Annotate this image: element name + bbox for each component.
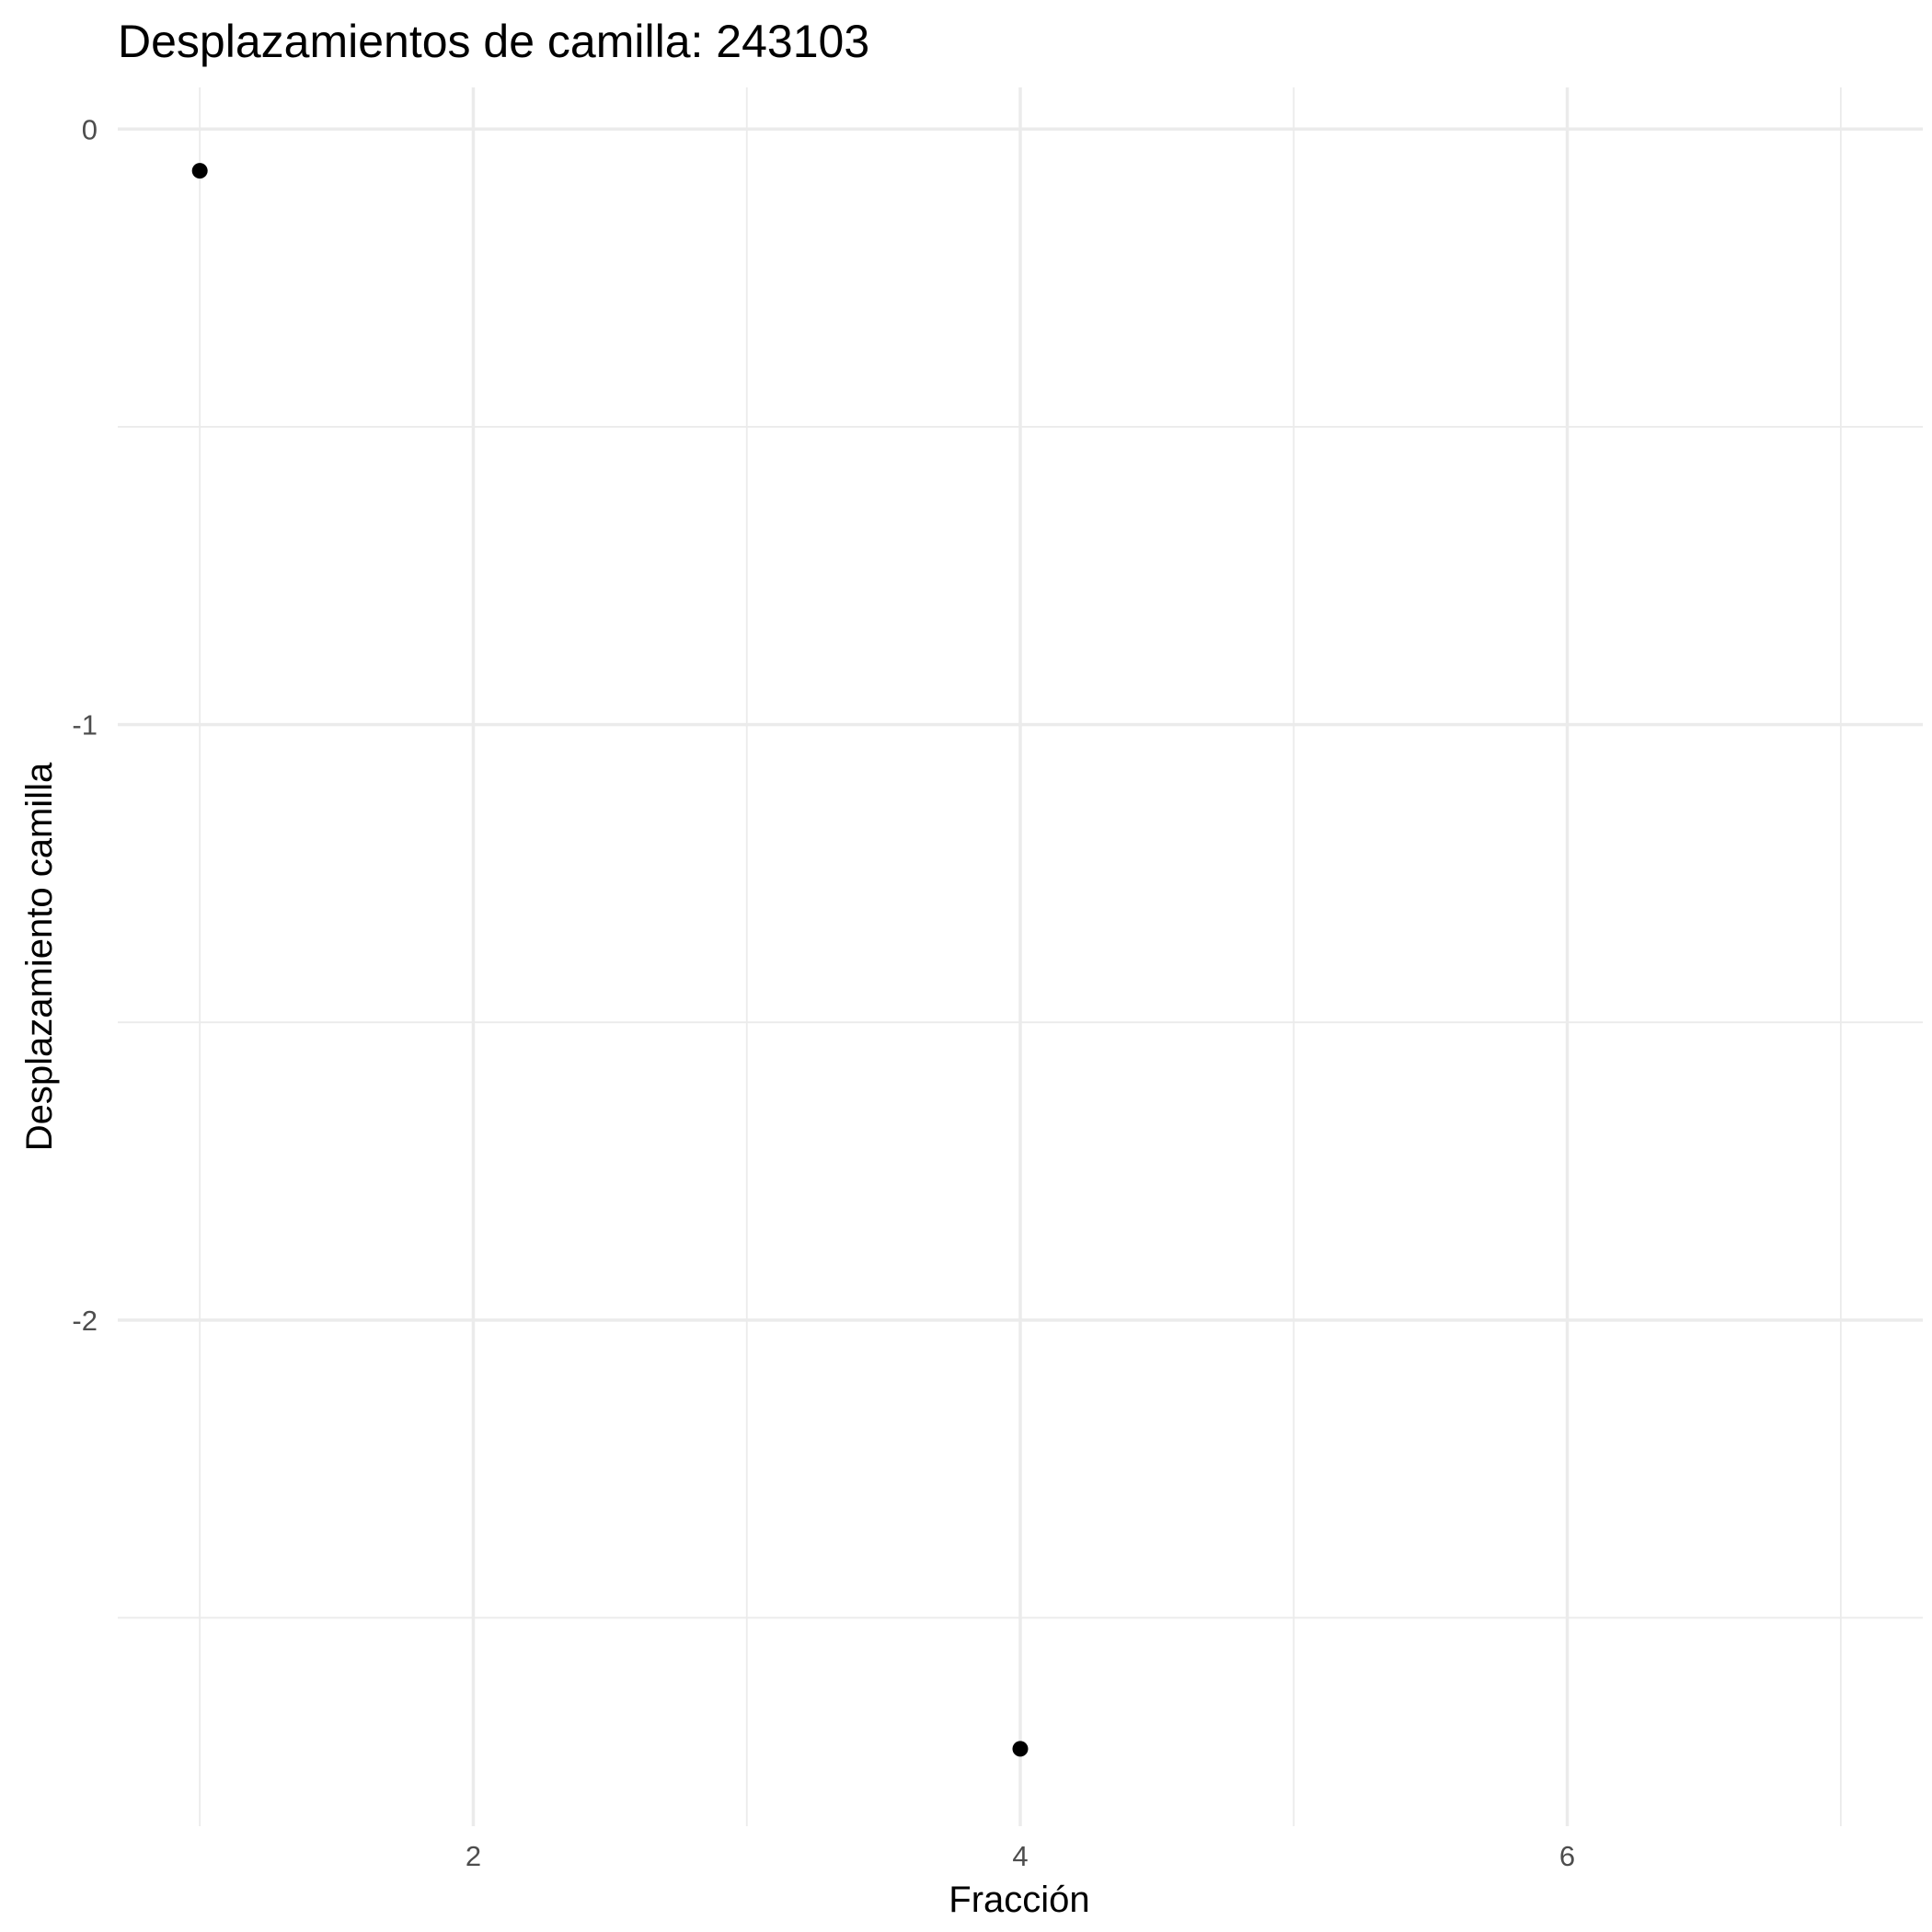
- y-tick-label: 0: [82, 113, 98, 145]
- y-tick-label: -2: [72, 1305, 98, 1337]
- y-axis-title: Desplazamiento camilla: [19, 762, 60, 1151]
- data-point: [1012, 1741, 1029, 1757]
- major-gridlines: [118, 87, 1923, 1826]
- x-axis-tick-labels: 2 4 6: [466, 1840, 1575, 1872]
- x-tick-label: 4: [1012, 1840, 1028, 1872]
- x-axis-title: Fracción: [949, 1880, 1089, 1920]
- x-tick-label: 2: [466, 1840, 481, 1872]
- x-tick-label: 6: [1559, 1840, 1575, 1872]
- y-axis-tick-labels: 0 -1 -2: [72, 113, 98, 1337]
- data-point: [191, 163, 208, 179]
- chart-title: Desplazamientos de camilla: 243103: [118, 16, 869, 67]
- data-points: [191, 163, 1029, 1757]
- y-tick-label: -1: [72, 709, 98, 742]
